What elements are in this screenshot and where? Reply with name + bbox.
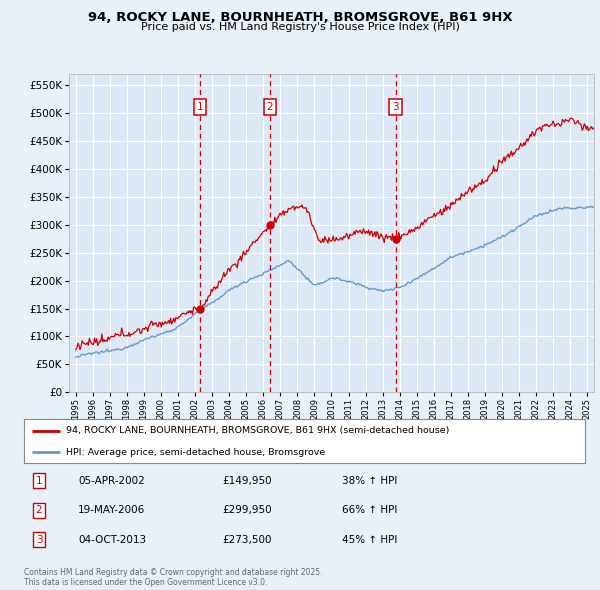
Text: 3: 3 [392, 102, 399, 112]
Text: 05-APR-2002: 05-APR-2002 [78, 476, 145, 486]
Text: 2: 2 [266, 102, 273, 112]
Text: £299,950: £299,950 [222, 506, 272, 515]
Text: 38% ↑ HPI: 38% ↑ HPI [342, 476, 397, 486]
Text: 45% ↑ HPI: 45% ↑ HPI [342, 535, 397, 545]
Text: 1: 1 [35, 476, 43, 486]
Text: 2: 2 [35, 506, 43, 515]
Text: 94, ROCKY LANE, BOURNHEATH, BROMSGROVE, B61 9HX (semi-detached house): 94, ROCKY LANE, BOURNHEATH, BROMSGROVE, … [66, 427, 449, 435]
Text: HPI: Average price, semi-detached house, Bromsgrove: HPI: Average price, semi-detached house,… [66, 448, 325, 457]
Text: 1: 1 [196, 102, 203, 112]
Text: 94, ROCKY LANE, BOURNHEATH, BROMSGROVE, B61 9HX: 94, ROCKY LANE, BOURNHEATH, BROMSGROVE, … [88, 11, 512, 24]
Text: 19-MAY-2006: 19-MAY-2006 [78, 506, 145, 515]
Text: Price paid vs. HM Land Registry's House Price Index (HPI): Price paid vs. HM Land Registry's House … [140, 22, 460, 32]
Text: 04-OCT-2013: 04-OCT-2013 [78, 535, 146, 545]
Text: £273,500: £273,500 [222, 535, 271, 545]
Text: 3: 3 [35, 535, 43, 545]
Text: 66% ↑ HPI: 66% ↑ HPI [342, 506, 397, 515]
Text: £149,950: £149,950 [222, 476, 272, 486]
Text: Contains HM Land Registry data © Crown copyright and database right 2025.
This d: Contains HM Land Registry data © Crown c… [24, 568, 323, 587]
